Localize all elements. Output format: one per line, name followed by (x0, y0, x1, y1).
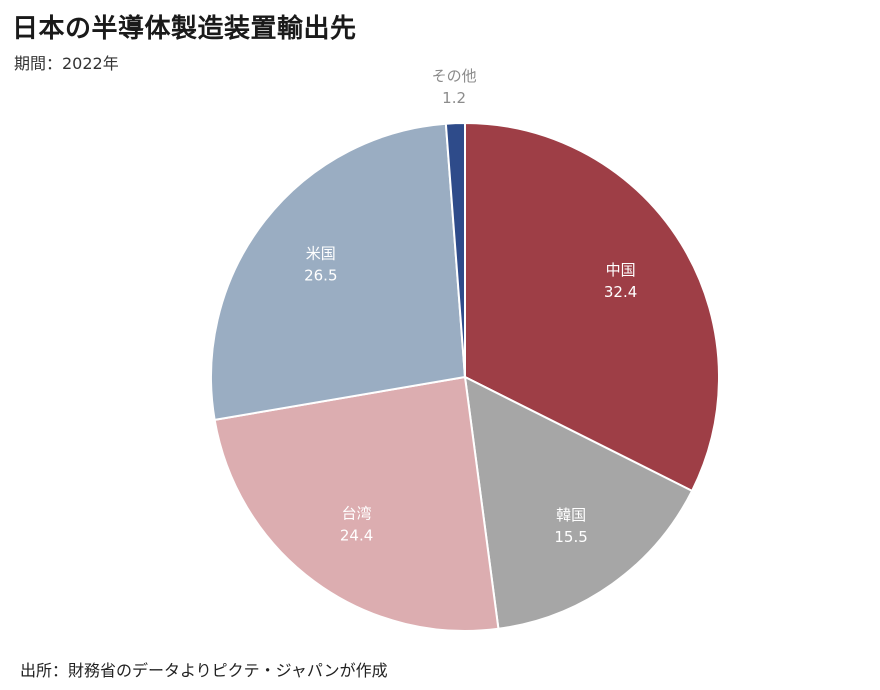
slice-value-label: 32.4 (604, 283, 637, 301)
pie-slice-3 (213, 375, 500, 632)
pie-slices (210, 121, 721, 632)
slice-category-label: 中国 (606, 261, 636, 279)
slice-category-label: 韓国 (556, 506, 586, 524)
slice-value-label: 26.5 (304, 267, 337, 285)
pie-slice-1 (464, 121, 721, 493)
slice-category-label: 台湾 (342, 504, 372, 522)
pie-slice-5 (444, 121, 466, 378)
slice-value-label: 1.2 (442, 89, 466, 107)
slice-value-label: 24.4 (340, 526, 373, 544)
slice-category-label: 米国 (306, 245, 336, 263)
chart-period: 期間：2022年 (14, 54, 119, 73)
pie-labels: 中国 32.4 韓国 15.5 台湾 24.4 米国 26.5 その他 1.2 (304, 67, 637, 546)
chart-title: 日本の半導体製造装置輸出先 (12, 14, 357, 44)
slice-value-label: 15.5 (554, 528, 587, 546)
source-note: 出所：財務省のデータよりピクテ・ジャパンが作成 (20, 661, 388, 680)
pie-slice-2 (463, 375, 694, 630)
pie-slice-4 (210, 122, 467, 422)
slice-category-label: その他 (432, 67, 477, 85)
